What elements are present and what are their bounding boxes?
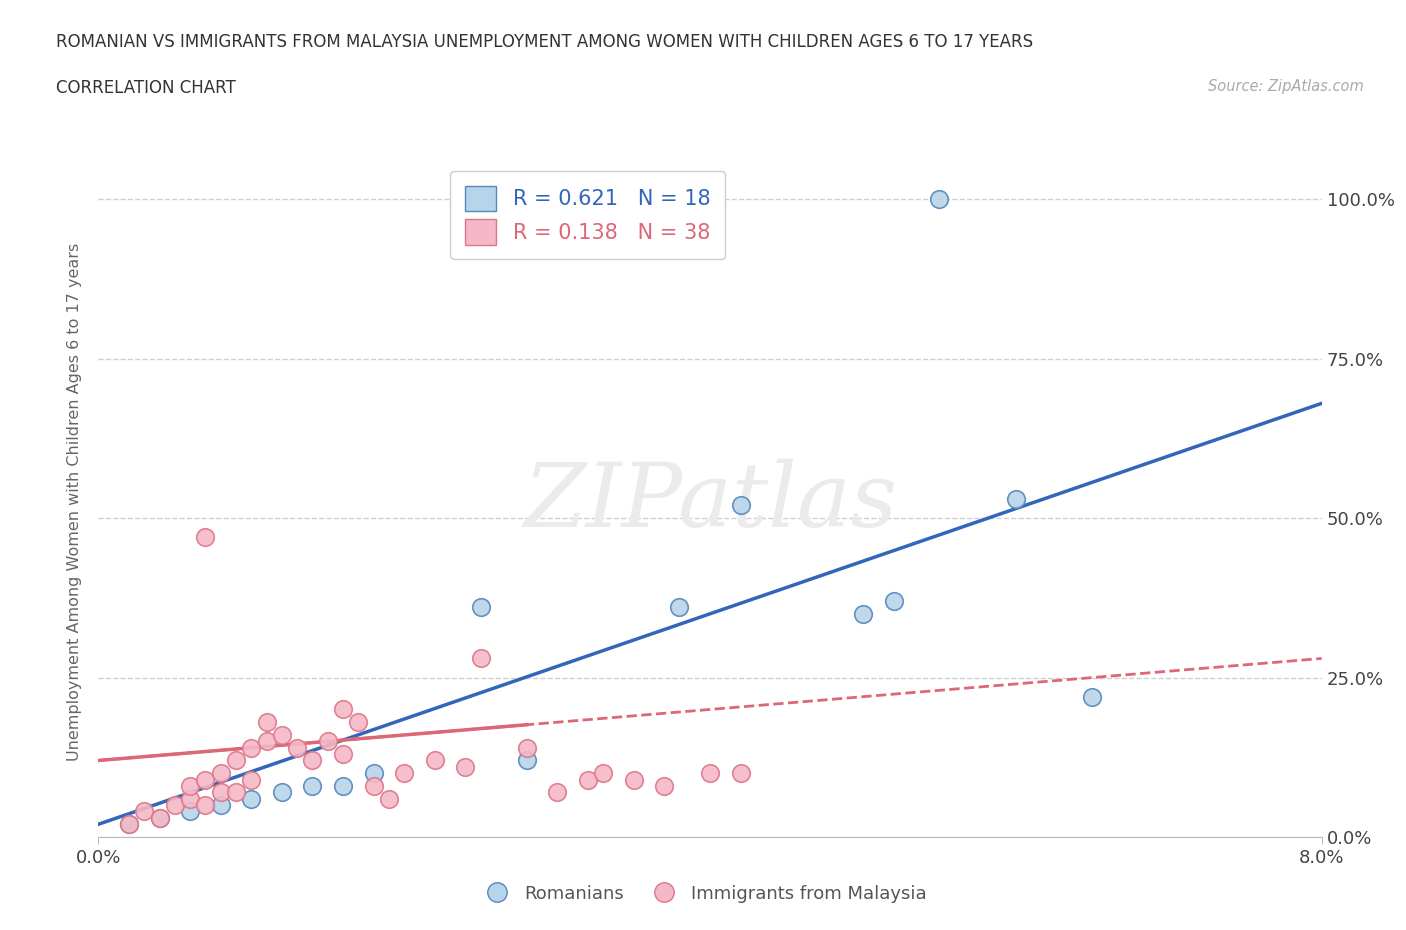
Point (179, 804, 201, 819)
Point (546, 785, 568, 800)
Point (423, 753, 446, 768)
Point (332, 747, 354, 762)
Point (270, 727, 294, 742)
Point (256, 734, 278, 749)
Point (134, 804, 156, 819)
Point (163, 798, 186, 813)
Point (699, 765, 721, 780)
Point (240, 740, 263, 755)
Point (730, 498, 752, 512)
Point (378, 791, 401, 806)
Point (576, 772, 599, 787)
Point (225, 753, 247, 768)
Point (194, 530, 217, 545)
Point (1081, 689, 1104, 704)
Text: Source: ZipAtlas.com: Source: ZipAtlas.com (1208, 79, 1364, 94)
Legend: Romanians, Immigrants from Malaysia: Romanians, Immigrants from Malaysia (472, 877, 934, 910)
Point (592, 765, 614, 780)
Text: ROMANIAN VS IMMIGRANTS FROM MALAYSIA UNEMPLOYMENT AMONG WOMEN WITH CHILDREN AGES: ROMANIAN VS IMMIGRANTS FROM MALAYSIA UNE… (56, 33, 1033, 50)
Point (928, 192, 950, 206)
Point (392, 765, 416, 780)
Point (623, 772, 645, 787)
Point (852, 606, 875, 621)
Point (118, 817, 141, 831)
Point (316, 734, 339, 749)
Point (179, 791, 201, 806)
Point (363, 778, 385, 793)
Point (332, 778, 354, 793)
Point (363, 765, 385, 780)
Y-axis label: Unemployment Among Women with Children Ages 6 to 17 years: Unemployment Among Women with Children A… (67, 243, 83, 762)
Text: ZIPatlas: ZIPatlas (523, 458, 897, 546)
Point (149, 810, 172, 825)
Point (209, 785, 232, 800)
Point (194, 772, 217, 787)
Point (668, 600, 690, 615)
Legend: R = 0.621   N = 18, R = 0.138   N = 38: R = 0.621 N = 18, R = 0.138 N = 38 (450, 171, 725, 259)
Point (301, 753, 323, 768)
Point (652, 778, 675, 793)
Point (270, 785, 294, 800)
Point (285, 740, 308, 755)
Point (347, 715, 370, 730)
Point (470, 600, 492, 615)
Point (209, 765, 232, 780)
Point (118, 817, 141, 831)
Point (179, 778, 201, 793)
Point (1004, 492, 1026, 507)
Point (240, 791, 263, 806)
Point (470, 651, 492, 666)
Point (149, 810, 172, 825)
Point (516, 740, 538, 755)
Point (240, 772, 263, 787)
Point (454, 760, 477, 775)
Point (730, 765, 752, 780)
Point (301, 778, 323, 793)
Text: CORRELATION CHART: CORRELATION CHART (56, 79, 236, 97)
Point (225, 785, 247, 800)
Point (883, 593, 905, 608)
Point (516, 753, 538, 768)
Point (209, 798, 232, 813)
Point (194, 798, 217, 813)
Point (256, 715, 278, 730)
Point (332, 702, 354, 717)
